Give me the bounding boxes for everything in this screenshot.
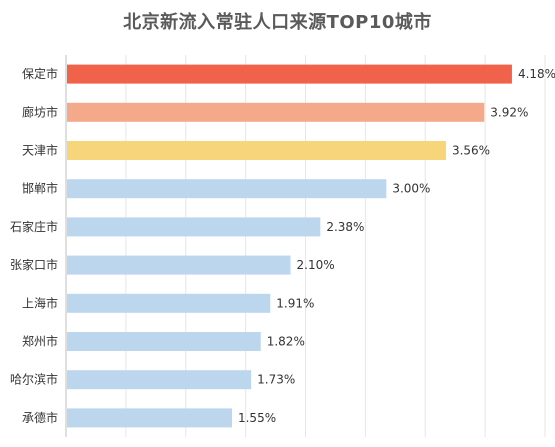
bar: [67, 293, 271, 313]
category-label: 郑州市: [22, 334, 58, 349]
category-label: 石家庄市: [10, 219, 58, 234]
category-label: 天津市: [22, 143, 58, 158]
bar: [67, 141, 446, 160]
data-label: 3.56%: [452, 144, 490, 158]
category-label: 邯郸市: [22, 181, 58, 196]
data-label: 1.73%: [257, 373, 295, 387]
category-label: 上海市: [22, 295, 58, 310]
data-label: 2.38%: [326, 220, 364, 234]
bar: [67, 255, 291, 275]
chart-title: 北京新流入常驻人口来源TOP10城市: [123, 12, 432, 33]
bar: [67, 408, 232, 428]
bar: [67, 102, 485, 122]
category-label: 廊坊市: [22, 104, 58, 119]
data-label: 1.91%: [276, 296, 314, 310]
data-label: 2.10%: [297, 258, 335, 272]
data-label: 3.00%: [392, 182, 430, 196]
bar: [67, 217, 321, 237]
category-label: 承德市: [22, 410, 58, 425]
category-label: 保定市: [22, 66, 58, 81]
data-label: 3.92%: [490, 105, 528, 119]
data-label: 1.55%: [238, 411, 276, 425]
data-label: 4.18%: [518, 67, 555, 81]
bar: [67, 179, 387, 199]
category-label: 张家口市: [10, 257, 58, 272]
bar: [67, 332, 261, 351]
category-label: 哈尔滨市: [10, 372, 58, 387]
bar: [67, 64, 512, 84]
data-label: 1.82%: [267, 335, 305, 349]
bar: [67, 370, 252, 390]
